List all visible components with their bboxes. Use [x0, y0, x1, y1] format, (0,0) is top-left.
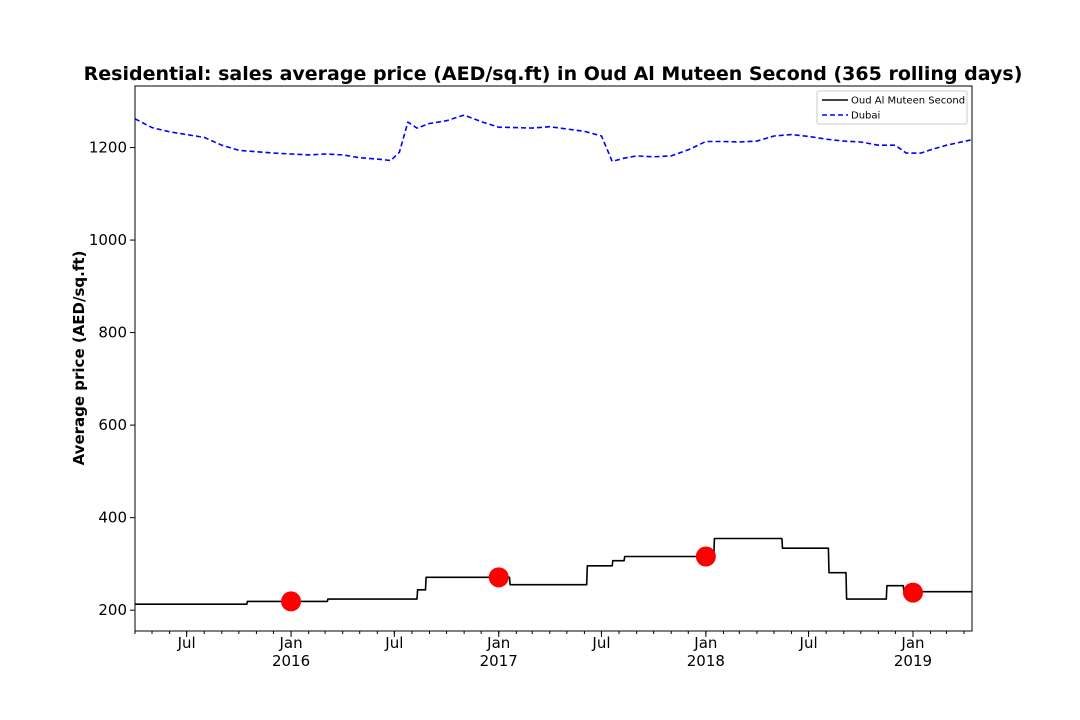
legend-box	[816, 90, 968, 125]
legend: Oud Al Muteen Second Dubai	[816, 90, 968, 125]
x-tick-label: Jan	[278, 634, 302, 652]
x-tick-label: Jan	[693, 634, 717, 652]
y-tick-label: 200	[98, 601, 127, 619]
x-tick-year-label: 2019	[894, 652, 932, 670]
x-tick-label: Jan	[900, 634, 924, 652]
y-tick-label: 400	[98, 509, 127, 527]
x-tick-year-label: 2016	[272, 652, 310, 670]
y-axis: 200 400 600 800 1000 1200	[89, 139, 135, 619]
plot-frame	[134, 85, 973, 632]
chart-title: Residential: sales average price (AED/sq…	[84, 63, 1023, 85]
highlight-marker	[902, 582, 923, 603]
legend-label-dubai: Dubai	[851, 111, 880, 122]
highlight-marker	[695, 546, 716, 567]
highlight-marker	[281, 591, 302, 612]
x-tick-label: Jul	[591, 634, 610, 652]
x-tick-label: Jul	[384, 634, 403, 652]
y-tick-label: 600	[98, 416, 127, 434]
y-axis-label: Average price (AED/sq.ft)	[70, 251, 88, 466]
x-tick-label: Jul	[177, 634, 196, 652]
y-tick-label: 1000	[89, 231, 127, 249]
series-line-oud-al-muteen-second	[135, 537, 972, 606]
x-tick-year-label: 2018	[687, 652, 725, 670]
y-tick-label: 1200	[89, 139, 127, 157]
x-tick-label: Jan	[486, 634, 510, 652]
x-tick-label: Jul	[799, 634, 818, 652]
series-line-dubai	[134, 114, 973, 163]
x-tick-year-label: 2017	[480, 652, 518, 670]
legend-label-oud: Oud Al Muteen Second	[851, 96, 965, 107]
highlight-marker	[488, 567, 509, 588]
y-tick-label: 800	[98, 324, 127, 342]
plot-area	[134, 114, 973, 612]
